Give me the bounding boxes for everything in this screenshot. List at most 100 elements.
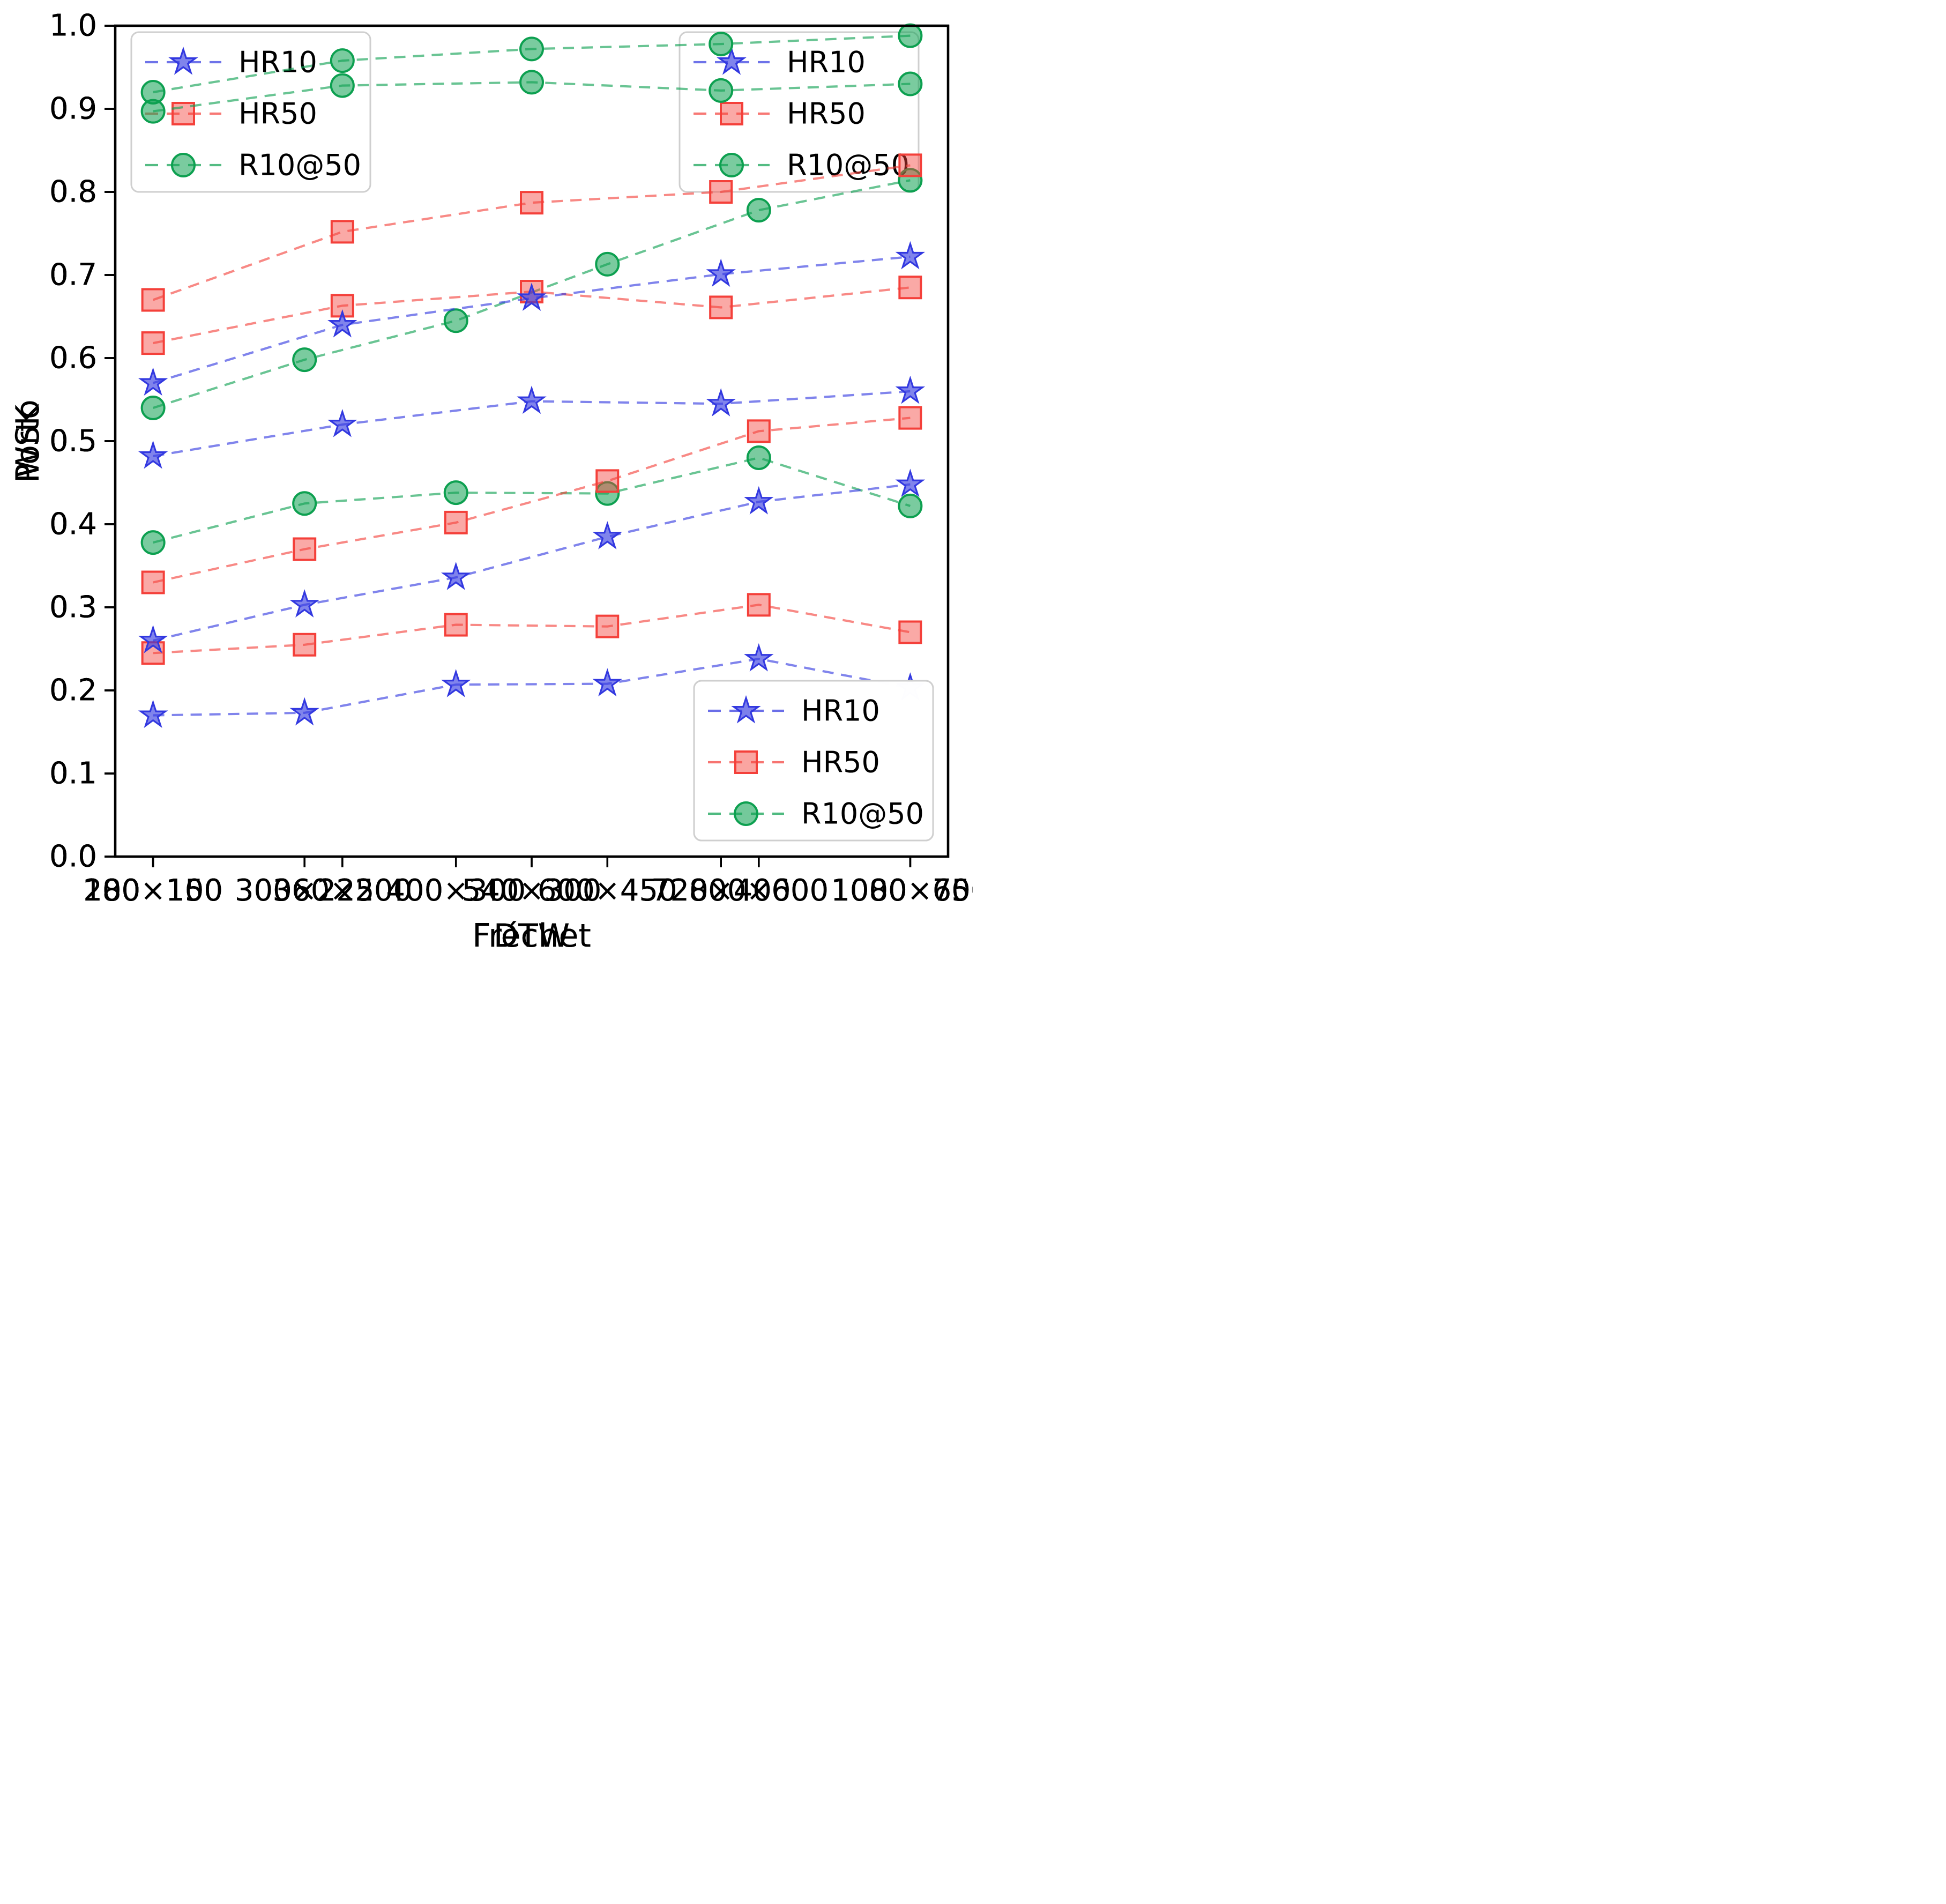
data-point-HR10 (706, 258, 736, 287)
data-point-HR50 (595, 469, 620, 493)
x-tick-label: 540×300 (462, 873, 602, 908)
data-point-R10@50 (443, 480, 468, 505)
x-tick-label: 1000×750 (831, 873, 973, 908)
y-tick-label: 0.1 (49, 756, 97, 791)
data-point-R10@50 (292, 347, 317, 373)
data-point-HR10 (441, 669, 471, 697)
data-point-R10@50 (709, 32, 734, 57)
y-tick-label: 0.0 (49, 839, 97, 874)
x-tick-label: 540×300 (462, 873, 602, 908)
y-tick-label: 0.2 (49, 673, 97, 708)
series-line-HR10 (153, 483, 911, 642)
legend: HR10 HR50 R10@50 (693, 680, 934, 842)
y-tick-label: 0.4 (49, 507, 97, 542)
y-axis: 0.0 0.1 0.2 0.3 0.4 0.5 0.6 0.7 0.8 0.9 1.0 (49, 9, 115, 874)
data-point-R10@50 (709, 78, 734, 103)
series-HR50 (141, 406, 922, 594)
x-tick-label: 400×300 (386, 873, 526, 908)
x-tick-label: 1080×600 (831, 873, 973, 908)
legend-marker-circle (734, 801, 758, 826)
data-point-HR50 (898, 153, 922, 177)
chart-porto-dtw-svg: 0.0 0.1 0.2 0.3 0.4 0.5 0.6 0.7 0.8 0.9 1.0 200×150… (9, 9, 973, 953)
x-axis: 180×100 360×200 540×300 720×400 1080×600 (83, 857, 973, 908)
y-axis: 0.0 0.1 0.2 0.3 0.4 0.5 0.6 0.7 0.8 0.9 1.0 (49, 9, 115, 874)
y-tick-label: 0.1 (49, 756, 97, 791)
series-line-HR10 (152, 255, 911, 384)
data-point-R10@50 (330, 73, 355, 98)
y-tick-label: 0.4 (49, 507, 97, 542)
y-tick-label: 0.0 (49, 839, 97, 874)
x-tick-label: 800×600 (689, 873, 829, 908)
legend-item-HR10: HR10 (708, 694, 880, 728)
y-axis: 0.0 0.1 0.2 0.3 0.4 0.5 0.6 0.7 0.8 0.9 1.0 (49, 9, 115, 874)
y-tick-label: 1.0 (49, 9, 97, 43)
data-point-R10@50 (519, 70, 544, 95)
data-point-HR10 (517, 282, 547, 311)
data-point-HR10 (138, 700, 168, 728)
y-tick-label: 0.2 (49, 673, 97, 708)
data-point-R10@50 (140, 80, 166, 105)
data-point-HR10 (744, 643, 774, 672)
legend-label: HR10 (238, 46, 317, 79)
y-tick-label: 0.8 (49, 175, 97, 210)
axes: 0.0 0.1 0.2 0.3 0.4 0.5 0.6 0.7 0.8 0.9 1.0 200×150… (9, 9, 973, 953)
y-tick-label: 1.0 (49, 9, 97, 43)
series-HR50 (141, 153, 922, 312)
legend-marker-star (731, 695, 761, 724)
legend-item-R10@50: R10@50 (145, 148, 361, 182)
x-tick-label: 1000×750 (831, 873, 973, 908)
y-tick-label: 0.5 (49, 424, 97, 459)
legend-marker-star (168, 46, 198, 75)
y-tick-label: 0.4 (49, 507, 97, 542)
data-point-HR10 (895, 375, 926, 404)
y-tick-label: 0.3 (49, 590, 97, 625)
legend-marker-star (717, 46, 747, 75)
chart-porto-frechet-svg: 0.0 0.1 0.2 0.3 0.4 0.5 0.6 0.7 0.8 0.9 1.0 200×150… (49, 9, 973, 953)
x-axis-label: Fréchet (472, 917, 591, 952)
plot-border (114, 24, 950, 858)
legend-marker-square (734, 750, 758, 774)
x-tick-label: 300×225 (235, 873, 375, 908)
data-point-HR50 (444, 510, 468, 534)
y-tick-label: 0.8 (49, 175, 97, 210)
data-point-HR50 (747, 593, 771, 617)
y-tick-label: 0.3 (49, 590, 97, 625)
y-tick-label: 0.3 (49, 590, 97, 625)
y-tick-label: 0.9 (49, 92, 97, 127)
data-point-HR10 (289, 697, 319, 726)
x-tick-label: 400×300 (386, 873, 526, 908)
legend-marker-square (720, 102, 743, 125)
legend-item-HR50: HR50 (708, 746, 880, 779)
legend-label: HR50 (787, 97, 866, 131)
data-point-HR50 (595, 614, 620, 638)
legend-item-HR10: HR10 (694, 46, 866, 79)
y-axis-label: Porto (9, 399, 47, 483)
y-tick-label: 0.1 (49, 756, 97, 791)
data-point-HR10 (592, 521, 623, 549)
y-tick-label: 0.6 (49, 341, 97, 376)
legend: HR10 HR50 R10@50 (679, 31, 920, 193)
series-line-HR50 (153, 604, 911, 654)
data-point-HR50 (898, 276, 922, 300)
x-tick-label: 1080×600 (831, 873, 973, 908)
legend-label: HR50 (801, 746, 880, 779)
data-point-HR50 (898, 406, 922, 430)
legend-label: HR10 (787, 46, 866, 79)
y-tick-label: 0.2 (49, 673, 97, 708)
data-point-R10@50 (595, 251, 620, 277)
data-point-HR50 (898, 620, 922, 644)
data-point-R10@50 (746, 445, 771, 470)
axes: 0.0 0.1 0.2 0.3 0.4 0.5 0.6 0.7 0.8 0.9 1.0 200×150… (49, 9, 973, 953)
data-point-HR50 (293, 537, 317, 561)
x-tick-label: 720×400 (651, 873, 791, 908)
data-point-R10@50 (746, 198, 771, 223)
y-tick-label: 0.7 (49, 258, 97, 293)
data-point-R10@50 (898, 493, 923, 518)
y-tick-label: 0.5 (49, 424, 97, 459)
series-HR50 (141, 593, 922, 665)
y-tick-label: 0.6 (49, 341, 97, 376)
x-tick-label: 360×200 (272, 873, 412, 908)
legend: HR10 HR50 R10@50 (130, 31, 371, 193)
data-point-HR50 (709, 180, 733, 204)
